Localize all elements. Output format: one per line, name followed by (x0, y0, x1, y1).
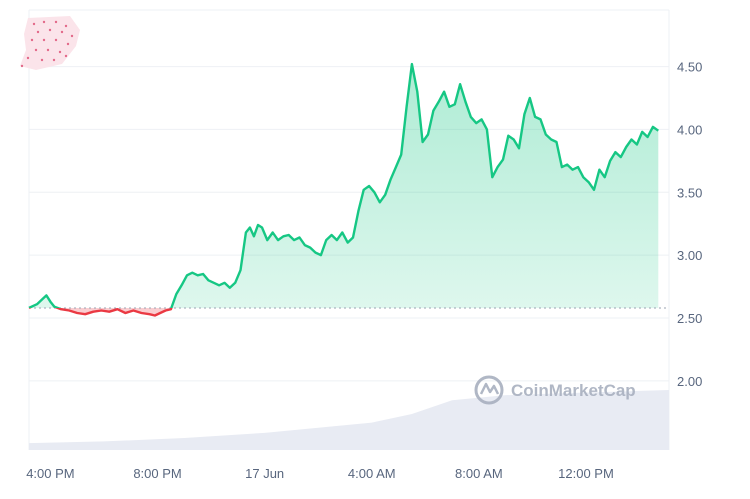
x-tick-label: 17 Jun (245, 466, 284, 481)
y-tick-label: 3.50 (677, 185, 702, 200)
x-tick-label: 8:00 PM (133, 466, 181, 481)
y-tick-label: 4.50 (677, 60, 702, 75)
coin-logo-icon (20, 16, 80, 70)
x-tick-label: 12:00 PM (558, 466, 614, 481)
x-axis-ticks: 4:00 PM 8:00 PM 17 Jun 4:00 AM 8:00 AM 12:00 … (26, 466, 614, 481)
x-tick-label: 4:00 PM (26, 466, 74, 481)
price-line-up (28, 62, 659, 308)
y-tick-label: 4.00 (677, 122, 702, 137)
plot-frame (28, 9, 670, 450)
price-line-down (29, 307, 173, 317)
watermark-text: CoinMarketCap (511, 381, 636, 400)
y-tick-label: 2.00 (677, 374, 702, 389)
y-axis-ticks: 4.50 4.00 3.50 3.00 2.50 2.00 (677, 60, 702, 389)
coinmarketcap-logo-icon (474, 375, 504, 405)
price-area-down (29, 307, 659, 316)
volume-area (29, 390, 669, 450)
x-tick-label: 4:00 AM (348, 466, 396, 481)
coinmarketcap-watermark: CoinMarketCap (474, 375, 636, 405)
price-area-up (29, 64, 659, 308)
x-tick-label: 8:00 AM (455, 466, 503, 481)
y-tick-label: 3.00 (677, 248, 702, 263)
y-tick-label: 2.50 (677, 311, 702, 326)
